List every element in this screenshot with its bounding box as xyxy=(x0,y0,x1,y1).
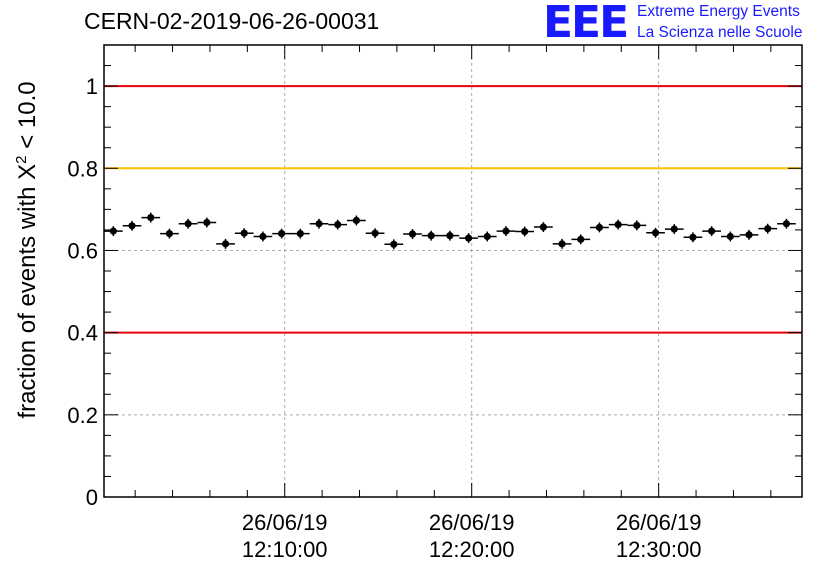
point-marker xyxy=(782,220,791,228)
data-point xyxy=(496,226,516,237)
data-point xyxy=(515,226,535,237)
x-tick-date-label: 26/06/19 xyxy=(429,510,515,535)
chart-title: CERN-02-2019-06-26-00031 xyxy=(84,8,380,34)
data-point xyxy=(664,224,684,235)
data-point xyxy=(739,229,759,240)
y-axis-label: fraction of events with X2 < 10.0 xyxy=(13,81,41,418)
y-tick-label: 0 xyxy=(86,485,98,510)
point-marker xyxy=(483,232,491,241)
point-marker xyxy=(259,232,267,241)
x-tick-time-label: 12:10:00 xyxy=(242,537,328,562)
point-marker xyxy=(651,229,660,237)
point-marker xyxy=(708,227,716,235)
data-point xyxy=(253,231,273,242)
data-points xyxy=(104,212,796,250)
point-marker xyxy=(315,220,323,228)
logo-subtitle-1: Extreme Energy Events xyxy=(637,3,800,20)
data-point xyxy=(290,228,310,239)
data-point xyxy=(272,228,291,239)
data-point xyxy=(477,231,497,242)
point-marker xyxy=(278,230,286,238)
x-tick-date-label: 26/06/19 xyxy=(242,510,328,535)
data-point xyxy=(328,219,348,230)
data-point xyxy=(702,226,721,237)
data-point xyxy=(122,220,142,231)
data-point xyxy=(590,222,609,233)
x-tick-time-label: 12:20:00 xyxy=(429,537,515,562)
point-marker xyxy=(764,225,772,233)
data-point xyxy=(197,217,217,228)
y-tick-label: 0.4 xyxy=(67,321,98,346)
point-marker xyxy=(745,231,753,239)
data-point xyxy=(403,229,422,239)
point-marker xyxy=(128,222,136,230)
data-point xyxy=(216,238,235,249)
point-marker xyxy=(464,234,473,242)
point-marker xyxy=(109,227,117,235)
x-tick-time-label: 12:30:00 xyxy=(616,537,702,562)
y-tick-label: 0.6 xyxy=(67,238,98,263)
data-point xyxy=(552,238,572,249)
logo-subtitle-2: La Scienza nelle Scuole xyxy=(637,24,803,41)
point-marker xyxy=(408,230,417,238)
point-marker xyxy=(240,229,248,237)
data-point xyxy=(365,228,385,239)
data-point xyxy=(758,223,778,234)
point-marker xyxy=(558,240,566,248)
point-marker xyxy=(184,220,192,228)
reference-lines xyxy=(104,85,802,334)
point-marker xyxy=(726,232,734,241)
axes: 00.20.40.60.8126/06/1912:10:0026/06/1912… xyxy=(67,44,803,562)
point-marker xyxy=(371,229,379,237)
data-point xyxy=(104,226,123,237)
point-marker xyxy=(670,225,678,233)
plot-frame xyxy=(103,44,803,498)
data-point xyxy=(459,233,478,244)
data-point xyxy=(347,215,366,226)
data-point xyxy=(608,219,628,230)
point-marker xyxy=(614,220,622,229)
data-point xyxy=(160,228,179,239)
point-marker xyxy=(334,220,342,229)
point-marker xyxy=(203,218,211,227)
y-tick-label: 1 xyxy=(86,74,98,99)
point-marker xyxy=(165,230,174,238)
point-marker xyxy=(221,240,230,248)
point-marker xyxy=(689,233,697,241)
data-point xyxy=(141,212,161,223)
point-marker xyxy=(539,223,547,231)
data-point xyxy=(534,222,553,232)
point-marker xyxy=(577,235,585,243)
point-marker xyxy=(147,213,155,222)
point-marker xyxy=(502,227,510,235)
data-point xyxy=(234,228,254,239)
eee-logo: EEE xyxy=(543,0,629,48)
data-point xyxy=(571,234,591,245)
data-point xyxy=(683,232,703,243)
grid-lines xyxy=(104,45,802,497)
data-point xyxy=(440,230,460,241)
point-marker xyxy=(427,232,435,240)
y-tick-label: 0.2 xyxy=(67,403,98,428)
point-marker xyxy=(352,216,361,225)
point-marker xyxy=(446,232,454,240)
point-marker xyxy=(521,227,529,236)
point-marker xyxy=(390,240,398,248)
data-point xyxy=(384,239,404,250)
data-point xyxy=(777,218,796,229)
data-point xyxy=(627,220,647,231)
data-point xyxy=(421,230,441,241)
point-marker xyxy=(633,221,641,229)
y-tick-label: 0.8 xyxy=(67,156,98,181)
data-point xyxy=(646,227,665,238)
x-tick-date-label: 26/06/19 xyxy=(616,510,702,535)
point-marker xyxy=(296,230,304,238)
data-point xyxy=(720,231,740,242)
point-marker xyxy=(595,223,604,232)
data-point xyxy=(309,218,329,229)
data-point xyxy=(178,218,198,229)
